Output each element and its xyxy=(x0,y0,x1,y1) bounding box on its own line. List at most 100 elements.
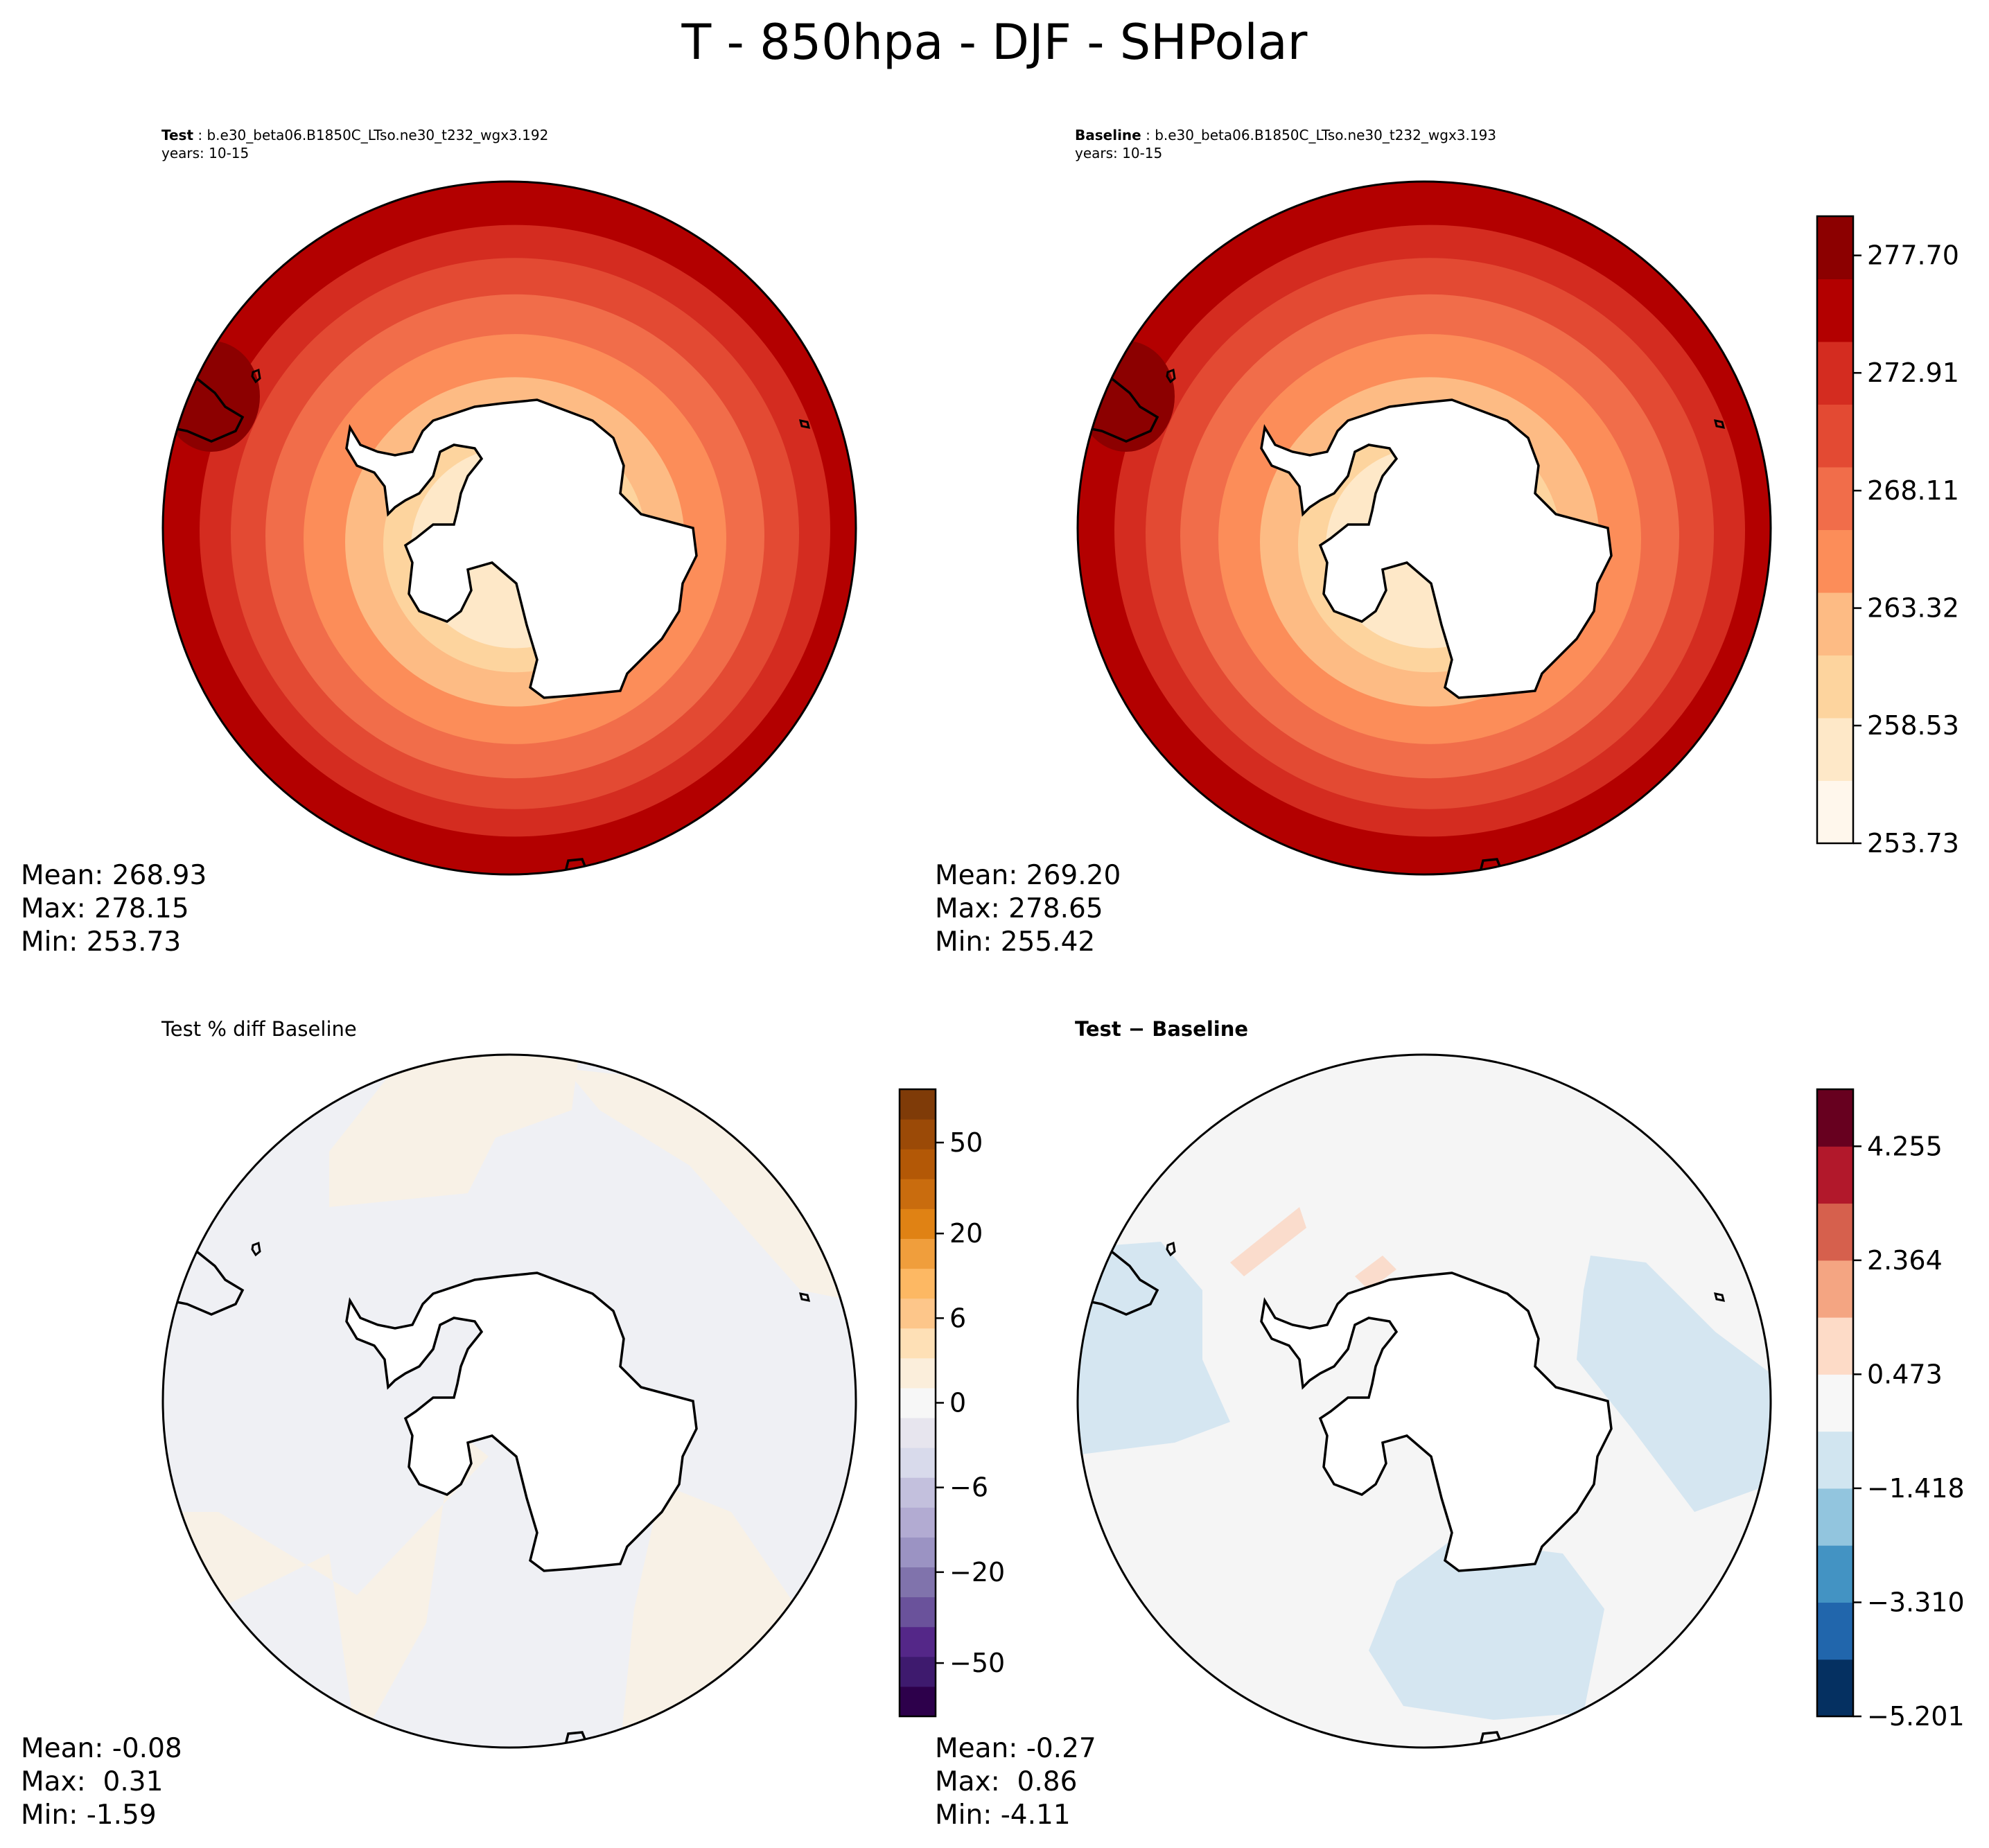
pctdiff-map-positive-patch-1 xyxy=(565,1068,856,1304)
pctdiff-colorbar-tick-label-1: 20 xyxy=(949,1218,983,1249)
test-map-south-america-coastline xyxy=(169,377,245,443)
pctdiff-colorbar-swatch-9 xyxy=(900,1418,936,1448)
diff-panel-title: Test − Baseline xyxy=(1075,1017,1249,1041)
pctdiff-colorbar-swatch-14 xyxy=(900,1268,936,1299)
baseline-colorbar-tick-label-0: 253.73 xyxy=(1867,828,1959,859)
pctdiff-colorbar-swatch-5 xyxy=(900,1537,936,1568)
pctdiff-colorbar-swatch-2 xyxy=(900,1626,936,1657)
diff-map-negative-patch-1 xyxy=(1577,1256,1771,1512)
diff-mean: Mean: -0.27 xyxy=(935,1733,1096,1764)
baseline-stats: Mean: 269.20 Max: 278.65 Min: 255.42 xyxy=(935,859,1121,959)
diff-min: Min: -4.11 xyxy=(935,1799,1071,1831)
baseline-label: Baseline xyxy=(1075,127,1141,143)
baseline-colorbar-tick-label-5: 277.70 xyxy=(1867,240,1959,271)
pctdiff-map xyxy=(163,1055,856,1748)
diff-colorbar-swatch-1 xyxy=(1817,1602,1853,1660)
pctdiff-colorbar-swatch-10 xyxy=(900,1387,936,1418)
pctdiff-colorbar: 50 20 6 0 −6 −20 −50 xyxy=(898,1088,1005,1718)
diff-colorbar-tick-label-2: 0.473 xyxy=(1867,1359,1943,1389)
test-map-boundary xyxy=(161,180,857,876)
test-min: Min: 253.73 xyxy=(21,926,182,958)
pctdiff-max: Max: 0.31 xyxy=(21,1766,164,1797)
test-map-new-zealand-coastline xyxy=(563,858,588,874)
baseline-colorbar-tick-label-3: 268.11 xyxy=(1867,475,1959,506)
pctdiff-colorbar-swatch-6 xyxy=(900,1507,936,1538)
pctdiff-map-new-zealand-coastline xyxy=(563,1731,588,1748)
diff-map xyxy=(1078,1055,1771,1748)
pctdiff-colorbar-swatch-8 xyxy=(900,1447,936,1478)
diff-map-island xyxy=(1166,1241,1176,1257)
pctdiff-colorbar-swatch-3 xyxy=(900,1596,936,1628)
pctdiff-min: Min: -1.59 xyxy=(21,1799,157,1831)
baseline-colorbar-swatch-5 xyxy=(1817,467,1853,530)
pctdiff-colorbar-tick-label-2: 6 xyxy=(949,1303,966,1333)
test-label: Test xyxy=(161,127,194,143)
pctdiff-colorbar-swatch-1 xyxy=(900,1656,936,1687)
pctdiff-colorbar-tick-label-4: −6 xyxy=(949,1472,988,1503)
baseline-map-new-zealand-coastline xyxy=(1478,858,1503,874)
baseline-map-island xyxy=(1166,368,1176,384)
pctdiff-colorbar-swatch-0 xyxy=(900,1686,936,1717)
baseline-colorbar-frame xyxy=(1816,215,1855,845)
diff-colorbar-swatch-7 xyxy=(1817,1260,1853,1318)
diff-map-positive-patch-1 xyxy=(1230,1207,1306,1276)
baseline-map-south-america-coastline xyxy=(1084,377,1159,443)
pctdiff-colorbar-swatch-13 xyxy=(900,1298,936,1329)
diff-map-boundary xyxy=(1076,1053,1772,1749)
baseline-colorbar-swatch-7 xyxy=(1817,342,1853,405)
diff-map-new-zealand-coastline xyxy=(1478,1731,1503,1748)
test-max: Max: 278.15 xyxy=(21,893,189,924)
pctdiff-stats: Mean: -0.08 Max: 0.31 Min: -1.59 xyxy=(21,1732,182,1832)
pctdiff-colorbar-tick-label-5: −20 xyxy=(949,1557,1005,1587)
baseline-colorbar-swatch-2 xyxy=(1817,655,1853,719)
pctdiff-panel-title: Test % diff Baseline xyxy=(161,1017,357,1041)
diff-colorbar-swatch-4 xyxy=(1817,1431,1853,1489)
baseline-colorbar-tick-label-4: 272.91 xyxy=(1867,358,1959,388)
baseline-colorbar-swatch-6 xyxy=(1817,404,1853,468)
baseline-mean: Mean: 269.20 xyxy=(935,860,1121,891)
baseline-colorbar-swatch-3 xyxy=(1817,592,1853,655)
diff-colorbar-frame xyxy=(1816,1088,1855,1718)
diff-map-positive-patch-0 xyxy=(1355,1256,1396,1290)
pctdiff-colorbar-swatch-4 xyxy=(900,1567,936,1598)
pctdiff-colorbar-swatch-15 xyxy=(900,1238,936,1269)
pctdiff-map-island xyxy=(251,1241,261,1257)
pctdiff-map-south-america-coastline xyxy=(169,1250,245,1316)
pctdiff-colorbar-swatch-12 xyxy=(900,1328,936,1359)
figure-title: T - 850hpa - DJF - SHPolar xyxy=(681,14,1308,71)
diff-max: Max: 0.86 xyxy=(935,1766,1078,1797)
baseline-colorbar-tick-label-1: 258.53 xyxy=(1867,710,1959,741)
baseline-years: years: 10-15 xyxy=(1075,145,1163,161)
pctdiff-colorbar-tick-label-0: 50 xyxy=(949,1127,983,1158)
pctdiff-map-kerguelen-island xyxy=(798,1292,811,1302)
baseline-colorbar: 253.73 258.53 263.32 268.11 272.91 277.70 xyxy=(1816,215,1959,859)
diff-colorbar: 4.255 2.364 0.473 −1.418 −3.310 −5.201 xyxy=(1816,1088,1965,1732)
diff-colorbar-swatch-3 xyxy=(1817,1488,1853,1546)
test-map-contour-max-patch xyxy=(163,341,260,452)
test-mean: Mean: 268.93 xyxy=(21,860,207,891)
test-years: years: 10-15 xyxy=(161,145,249,161)
baseline-map-boundary xyxy=(1076,180,1772,876)
baseline-colorbar-swatch-1 xyxy=(1817,718,1853,781)
baseline-colorbar-tick-label-2: 263.32 xyxy=(1867,593,1959,624)
diff-colorbar-swatch-2 xyxy=(1817,1545,1853,1603)
pctdiff-colorbar-swatch-7 xyxy=(900,1477,936,1508)
diff-colorbar-swatch-10 xyxy=(1817,1089,1853,1147)
test-stats: Mean: 268.93 Max: 278.15 Min: 253.73 xyxy=(21,859,207,959)
baseline-max: Max: 278.65 xyxy=(935,893,1103,924)
baseline-colorbar-swatch-0 xyxy=(1817,780,1853,844)
diff-map-kerguelen-island xyxy=(1713,1292,1726,1302)
diff-colorbar-tick-label-4: −3.310 xyxy=(1867,1587,1965,1617)
diff-colorbar-swatch-0 xyxy=(1817,1659,1853,1717)
pctdiff-map-positive-patch-0 xyxy=(329,1055,579,1207)
baseline-panel-title: Baseline : b.e30_beta06.B1850C_LTso.ne30… xyxy=(1075,127,1497,161)
baseline-map xyxy=(1078,182,1771,874)
pctdiff-colorbar-swatch-18 xyxy=(900,1149,936,1179)
baseline-min: Min: 255.42 xyxy=(935,926,1096,958)
diff-stats: Mean: -0.27 Max: 0.86 Min: -4.11 xyxy=(935,1732,1096,1832)
baseline-map-kerguelen-island xyxy=(1713,419,1726,429)
pctdiff-colorbar-swatch-17 xyxy=(900,1179,936,1209)
baseline-colorbar-swatch-4 xyxy=(1817,529,1853,593)
diff-colorbar-swatch-9 xyxy=(1817,1146,1853,1204)
